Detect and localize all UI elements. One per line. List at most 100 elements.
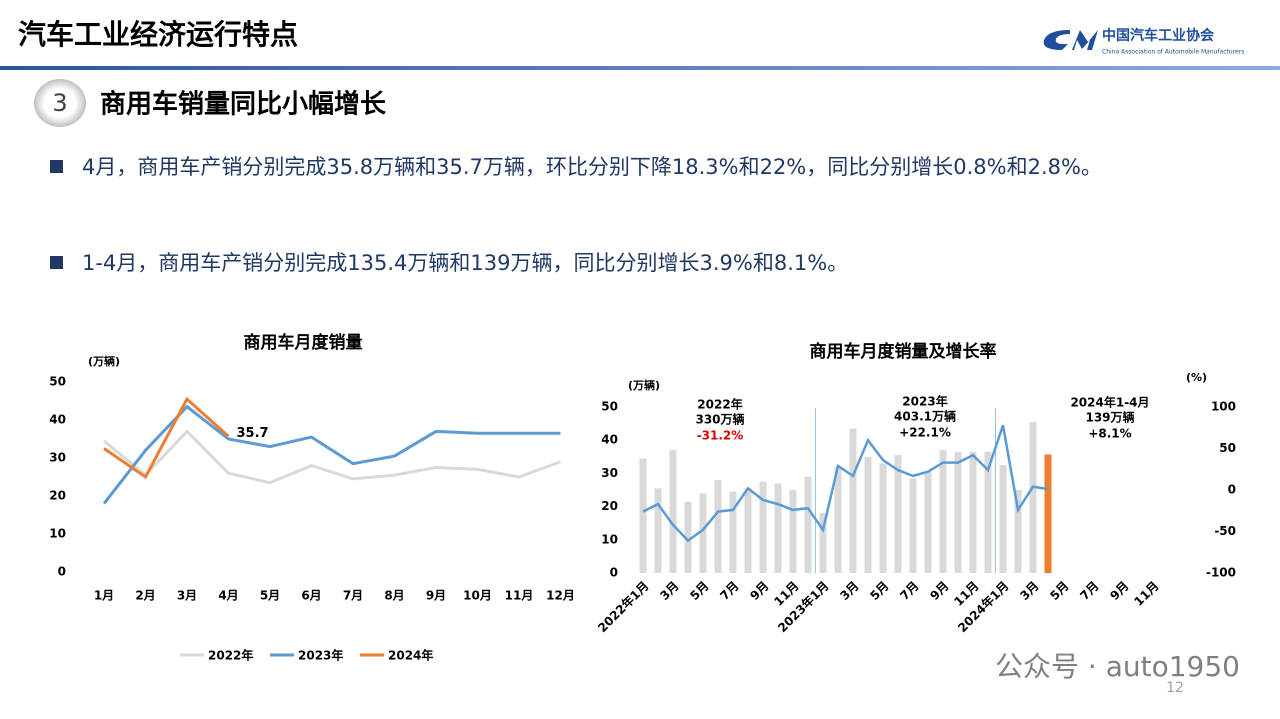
- x-tick-label: 9月: [426, 589, 446, 603]
- y-tick-label: 0: [610, 566, 618, 580]
- x-tick-label: 3月: [1017, 579, 1041, 603]
- x-tick-label: 7月: [897, 579, 921, 603]
- bar: [834, 466, 842, 573]
- x-tick-label: 3月: [837, 579, 861, 603]
- bar: [714, 480, 722, 573]
- x-tick-label: 9月: [927, 579, 951, 603]
- bar: [1029, 421, 1037, 573]
- bar: [909, 478, 917, 573]
- bar: [804, 476, 812, 573]
- annotation-title: 2022年: [697, 397, 742, 412]
- annotation-growth: +22.1%: [899, 426, 951, 440]
- bar: [774, 483, 782, 573]
- y2-tick-label: 50: [1219, 441, 1236, 455]
- header-title: 汽车工业经济运行特点: [18, 18, 298, 51]
- y-tick-label: 30: [49, 451, 66, 465]
- bar: [1044, 454, 1052, 573]
- y-tick-label: 0: [58, 565, 66, 579]
- x-tick-label: 7月: [343, 589, 363, 603]
- bar: [924, 471, 932, 573]
- bar: [744, 488, 752, 573]
- bar: [759, 481, 767, 573]
- header-rule: [0, 66, 1280, 70]
- bar: [939, 450, 947, 573]
- bullet-marker: [50, 256, 63, 269]
- x-tick-label: 4月: [218, 589, 238, 603]
- bar: [729, 491, 737, 573]
- annotation-total: 403.1万辆: [894, 409, 956, 424]
- y2-tick-label: -100: [1206, 566, 1236, 580]
- x-tick-label: 1月: [94, 589, 114, 603]
- annotation-growth: -31.2%: [697, 429, 744, 443]
- y-tick-label: 50: [601, 400, 618, 414]
- section-number: 3: [52, 89, 67, 117]
- x-tick-label: 2022年1月: [594, 578, 651, 635]
- series-line: [103, 396, 230, 480]
- annotation-title: 2024年1-4月: [1070, 395, 1149, 410]
- section-title: 商用车销量同比小幅增长: [100, 89, 387, 120]
- bar: [789, 490, 797, 573]
- bar: [1014, 490, 1022, 573]
- y2-tick-label: 100: [1211, 400, 1236, 414]
- bullet-marker: [50, 160, 63, 173]
- bar: [669, 450, 677, 573]
- bar: [894, 455, 902, 573]
- bar: [699, 493, 707, 573]
- logo-mark: [1043, 30, 1098, 50]
- series-line: [102, 404, 561, 505]
- bullet-text: 1-4月，商用车产销分别完成135.4万辆和139万辆，同比分别增长3.9%和8…: [82, 251, 849, 275]
- y-tick-label: 20: [49, 489, 66, 503]
- bar: [684, 501, 692, 573]
- x-tick-label: 11月: [505, 589, 534, 603]
- x-tick-label: 7月: [717, 579, 741, 603]
- x-tick-label: 5月: [687, 579, 711, 603]
- bar: [969, 451, 977, 573]
- y2-tick-label: 0: [1228, 483, 1236, 497]
- bar: [849, 428, 857, 573]
- bar: [879, 463, 887, 573]
- x-tick-label: 11月: [1131, 579, 1161, 609]
- series-line: [103, 429, 562, 485]
- annotation-growth: +8.1%: [1088, 427, 1131, 441]
- chart-title: 商用车月度销量: [244, 332, 363, 353]
- x-tick-label: 12月: [546, 589, 575, 603]
- x-tick-label: 3月: [657, 579, 681, 603]
- bar: [864, 456, 872, 573]
- bar: [999, 465, 1007, 573]
- org-name-en: China Association of Automobile Manufact…: [1102, 49, 1244, 56]
- x-tick-label: 9月: [1107, 579, 1131, 603]
- series-line: [642, 424, 1049, 543]
- x-tick-label: 5月: [1047, 579, 1071, 603]
- bullet-text: 4月，商用车产销分别完成35.8万辆和35.7万辆，环比分别下降18.3%和22…: [82, 155, 1102, 179]
- legend-label: 2023年: [298, 648, 343, 663]
- y-axis-label: (万辆): [88, 354, 120, 368]
- page-number: 12: [1166, 680, 1184, 696]
- y-tick-label: 40: [49, 413, 66, 427]
- bar: [954, 451, 962, 573]
- y-tick-label: 10: [601, 532, 618, 546]
- x-tick-label: 3月: [177, 589, 197, 603]
- bar: [984, 451, 992, 573]
- bar: [819, 513, 827, 573]
- annotation-total: 139万辆: [1085, 410, 1134, 425]
- bar: [654, 488, 662, 573]
- x-tick-label: 6月: [301, 589, 321, 603]
- x-tick-label: 5月: [260, 589, 280, 603]
- annotation-title: 2023年: [902, 394, 947, 409]
- y-tick-label: 20: [601, 499, 618, 513]
- chart-title: 商用车月度销量及增长率: [810, 341, 997, 362]
- x-tick-label: 7月: [1077, 579, 1101, 603]
- x-tick-label: 10月: [463, 589, 492, 603]
- x-tick-label: 5月: [867, 579, 891, 603]
- org-name: 中国汽车工业协会: [1102, 27, 1215, 44]
- y2-axis-label: (%): [1186, 371, 1207, 384]
- y-axis-label: (万辆): [628, 378, 660, 392]
- bar: [639, 458, 647, 573]
- annotation-total: 330万辆: [695, 412, 744, 427]
- y-tick-label: 30: [601, 466, 618, 480]
- data-label: 35.7: [237, 426, 269, 441]
- x-tick-label: 9月: [747, 579, 771, 603]
- legend-label: 2022年: [208, 648, 253, 663]
